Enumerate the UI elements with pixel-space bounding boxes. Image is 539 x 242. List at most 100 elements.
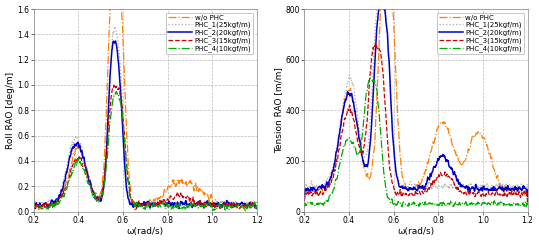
- PHC_2(20kgf/m): [301, 197, 308, 200]
- Line: PHC_1(25kgf/m): PHC_1(25kgf/m): [305, 0, 528, 193]
- w/o PHC: [433, 131, 439, 134]
- Line: w/o PHC: w/o PHC: [305, 0, 528, 199]
- w/o PHC: [30, 205, 37, 208]
- PHC_4(10kgf/m): [358, 138, 365, 141]
- w/o PHC: [469, 135, 476, 138]
- PHC_4(10kgf/m): [368, 76, 374, 79]
- PHC_1(25kgf/m): [469, 185, 476, 188]
- PHC_4(10kgf/m): [524, 204, 531, 207]
- Line: PHC_2(20kgf/m): PHC_2(20kgf/m): [33, 41, 257, 209]
- PHC_1(25kgf/m): [174, 207, 180, 210]
- PHC_2(20kgf/m): [132, 204, 138, 207]
- PHC_3(15kgf/m): [524, 201, 531, 204]
- PHC_1(25kgf/m): [88, 184, 94, 187]
- PHC_1(25kgf/m): [112, 25, 118, 28]
- PHC_4(10kgf/m): [253, 206, 260, 209]
- Y-axis label: Roll RAO [deg/m]: Roll RAO [deg/m]: [5, 72, 15, 149]
- Legend: w/o PHC, PHC_1(25kgf/m), PHC_2(20kgf/m), PHC_3(15kgf/m), PHC_4(10kgf/m): w/o PHC, PHC_1(25kgf/m), PHC_2(20kgf/m),…: [166, 13, 253, 54]
- Line: PHC_4(10kgf/m): PHC_4(10kgf/m): [305, 78, 528, 207]
- w/o PHC: [180, 183, 186, 186]
- w/o PHC: [524, 195, 531, 198]
- Y-axis label: Tension RAO [m/m]: Tension RAO [m/m]: [274, 67, 283, 153]
- PHC_4(10kgf/m): [113, 90, 120, 93]
- PHC_1(25kgf/m): [524, 191, 531, 194]
- PHC_3(15kgf/m): [433, 178, 439, 181]
- w/o PHC: [341, 106, 347, 109]
- PHC_4(10kgf/m): [241, 209, 248, 212]
- w/o PHC: [358, 156, 365, 159]
- PHC_4(10kgf/m): [88, 188, 94, 191]
- PHC_2(20kgf/m): [524, 195, 531, 198]
- PHC_3(15kgf/m): [451, 181, 457, 184]
- PHC_1(25kgf/m): [403, 184, 409, 187]
- PHC_2(20kgf/m): [180, 202, 186, 205]
- PHC_2(20kgf/m): [70, 145, 77, 148]
- PHC_2(20kgf/m): [403, 186, 409, 189]
- PHC_3(15kgf/m): [111, 84, 118, 87]
- PHC_2(20kgf/m): [341, 105, 347, 108]
- X-axis label: ω(rad/s): ω(rad/s): [397, 227, 434, 236]
- PHC_3(15kgf/m): [358, 148, 365, 151]
- PHC_4(10kgf/m): [180, 206, 186, 209]
- PHC_3(15kgf/m): [373, 43, 379, 46]
- Legend: w/o PHC, PHC_1(25kgf/m), PHC_2(20kgf/m), PHC_3(15kgf/m), PHC_4(10kgf/m): w/o PHC, PHC_1(25kgf/m), PHC_2(20kgf/m),…: [437, 13, 524, 54]
- w/o PHC: [301, 197, 308, 200]
- PHC_4(10kgf/m): [469, 204, 476, 207]
- PHC_2(20kgf/m): [162, 203, 169, 206]
- PHC_2(20kgf/m): [451, 173, 457, 175]
- PHC_2(20kgf/m): [378, 0, 384, 3]
- w/o PHC: [162, 191, 169, 194]
- PHC_4(10kgf/m): [301, 205, 308, 208]
- PHC_3(15kgf/m): [162, 203, 169, 205]
- PHC_2(20kgf/m): [199, 202, 205, 205]
- PHC_2(20kgf/m): [176, 207, 182, 210]
- PHC_2(20kgf/m): [433, 164, 439, 167]
- PHC_2(20kgf/m): [30, 205, 37, 208]
- w/o PHC: [241, 209, 248, 212]
- PHC_1(25kgf/m): [162, 204, 169, 207]
- PHC_4(10kgf/m): [199, 205, 205, 208]
- Line: PHC_2(20kgf/m): PHC_2(20kgf/m): [305, 2, 528, 199]
- PHC_3(15kgf/m): [132, 203, 138, 206]
- Line: PHC_1(25kgf/m): PHC_1(25kgf/m): [33, 26, 257, 208]
- PHC_3(15kgf/m): [253, 205, 260, 208]
- PHC_3(15kgf/m): [180, 197, 186, 199]
- Line: w/o PHC: w/o PHC: [33, 0, 257, 210]
- PHC_2(20kgf/m): [358, 153, 365, 156]
- PHC_1(25kgf/m): [253, 205, 260, 208]
- PHC_1(25kgf/m): [70, 143, 77, 146]
- w/o PHC: [403, 187, 409, 190]
- w/o PHC: [253, 206, 260, 209]
- PHC_3(15kgf/m): [199, 204, 205, 207]
- PHC_1(25kgf/m): [451, 183, 457, 186]
- PHC_4(10kgf/m): [162, 207, 169, 210]
- PHC_1(25kgf/m): [341, 98, 347, 101]
- PHC_3(15kgf/m): [469, 192, 476, 195]
- w/o PHC: [88, 183, 94, 186]
- Line: PHC_3(15kgf/m): PHC_3(15kgf/m): [305, 45, 528, 202]
- PHC_4(10kgf/m): [70, 169, 77, 172]
- Line: PHC_3(15kgf/m): PHC_3(15kgf/m): [33, 85, 257, 209]
- PHC_1(25kgf/m): [301, 192, 308, 195]
- PHC_4(10kgf/m): [132, 208, 138, 211]
- PHC_4(10kgf/m): [433, 204, 439, 207]
- PHC_1(25kgf/m): [199, 203, 205, 206]
- PHC_1(25kgf/m): [180, 202, 186, 205]
- PHC_2(20kgf/m): [112, 40, 119, 43]
- PHC_3(15kgf/m): [30, 205, 37, 208]
- PHC_3(15kgf/m): [403, 193, 409, 196]
- PHC_4(10kgf/m): [30, 205, 37, 208]
- PHC_3(15kgf/m): [88, 186, 94, 189]
- PHC_1(25kgf/m): [358, 146, 365, 149]
- w/o PHC: [70, 153, 77, 156]
- PHC_1(25kgf/m): [433, 187, 439, 190]
- PHC_3(15kgf/m): [341, 120, 347, 123]
- PHC_3(15kgf/m): [70, 163, 77, 166]
- PHC_2(20kgf/m): [253, 207, 260, 210]
- PHC_3(15kgf/m): [301, 200, 308, 203]
- PHC_4(10kgf/m): [451, 204, 457, 207]
- PHC_4(10kgf/m): [403, 203, 409, 206]
- PHC_2(20kgf/m): [469, 186, 476, 189]
- Line: PHC_4(10kgf/m): PHC_4(10kgf/m): [33, 92, 257, 211]
- PHC_2(20kgf/m): [88, 185, 94, 188]
